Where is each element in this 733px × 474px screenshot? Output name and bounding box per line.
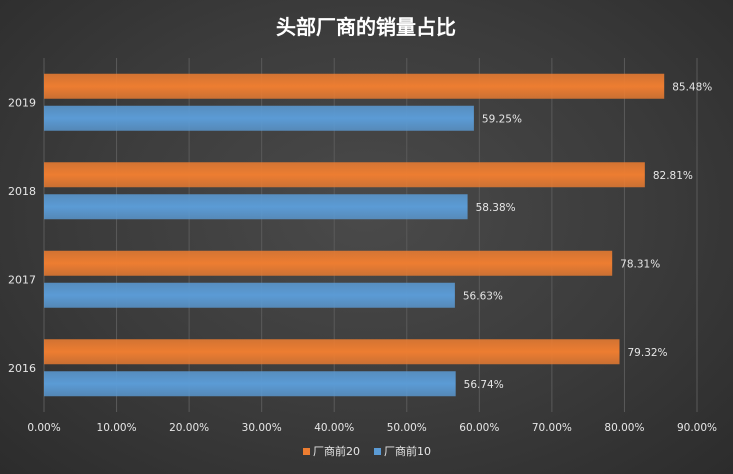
y-axis-categories: 2019 2018 2017 2016 [8,96,36,375]
legend-label: 厂商前10 [384,444,431,458]
chart-title: 头部厂商的销量占比 [276,15,456,39]
data-label: 56.63% [463,290,503,302]
bar-top10 [44,371,456,397]
bar-top20 [44,162,645,188]
x-tick-label: 80.00% [604,422,644,434]
legend: 厂商前20 厂商前10 [303,444,431,458]
y-category-label: 2016 [8,362,36,375]
data-label: 85.48% [672,81,712,93]
bars [44,73,665,397]
x-axis-ticks: 0.00% 10.00% 20.00% 30.00% 40.00% 50.00% 60.00… [27,422,717,434]
bar-top10 [44,105,474,131]
x-tick-label: 90.00% [677,422,717,434]
y-category-label: 2018 [8,185,36,198]
data-label: 79.32% [628,347,668,359]
data-label: 78.31% [620,258,660,270]
data-labels: 85.48% 59.25% 82.81% 58.38% 78.31% 56.63% 79.3… [463,81,712,391]
x-tick-label: 20.00% [169,422,209,434]
legend-swatch [303,448,310,455]
data-label: 58.38% [476,202,516,214]
y-category-label: 2019 [8,96,36,109]
x-tick-label: 70.00% [532,422,572,434]
x-tick-label: 10.00% [97,422,137,434]
x-tick-label: 30.00% [242,422,282,434]
y-category-label: 2017 [8,273,36,286]
bar-top20 [44,339,620,365]
x-tick-label: 50.00% [387,422,427,434]
legend-label: 厂商前20 [313,444,360,458]
data-label: 56.74% [464,379,504,391]
data-label: 82.81% [653,170,693,182]
bar-top10 [44,282,455,308]
x-tick-label: 60.00% [459,422,499,434]
bar-top20 [44,250,613,276]
x-tick-label: 40.00% [314,422,354,434]
data-label: 59.25% [482,113,522,125]
bar-top10 [44,194,468,220]
legend-swatch [374,448,381,455]
x-tick-label: 0.00% [27,422,60,434]
bar-top20 [44,73,665,99]
